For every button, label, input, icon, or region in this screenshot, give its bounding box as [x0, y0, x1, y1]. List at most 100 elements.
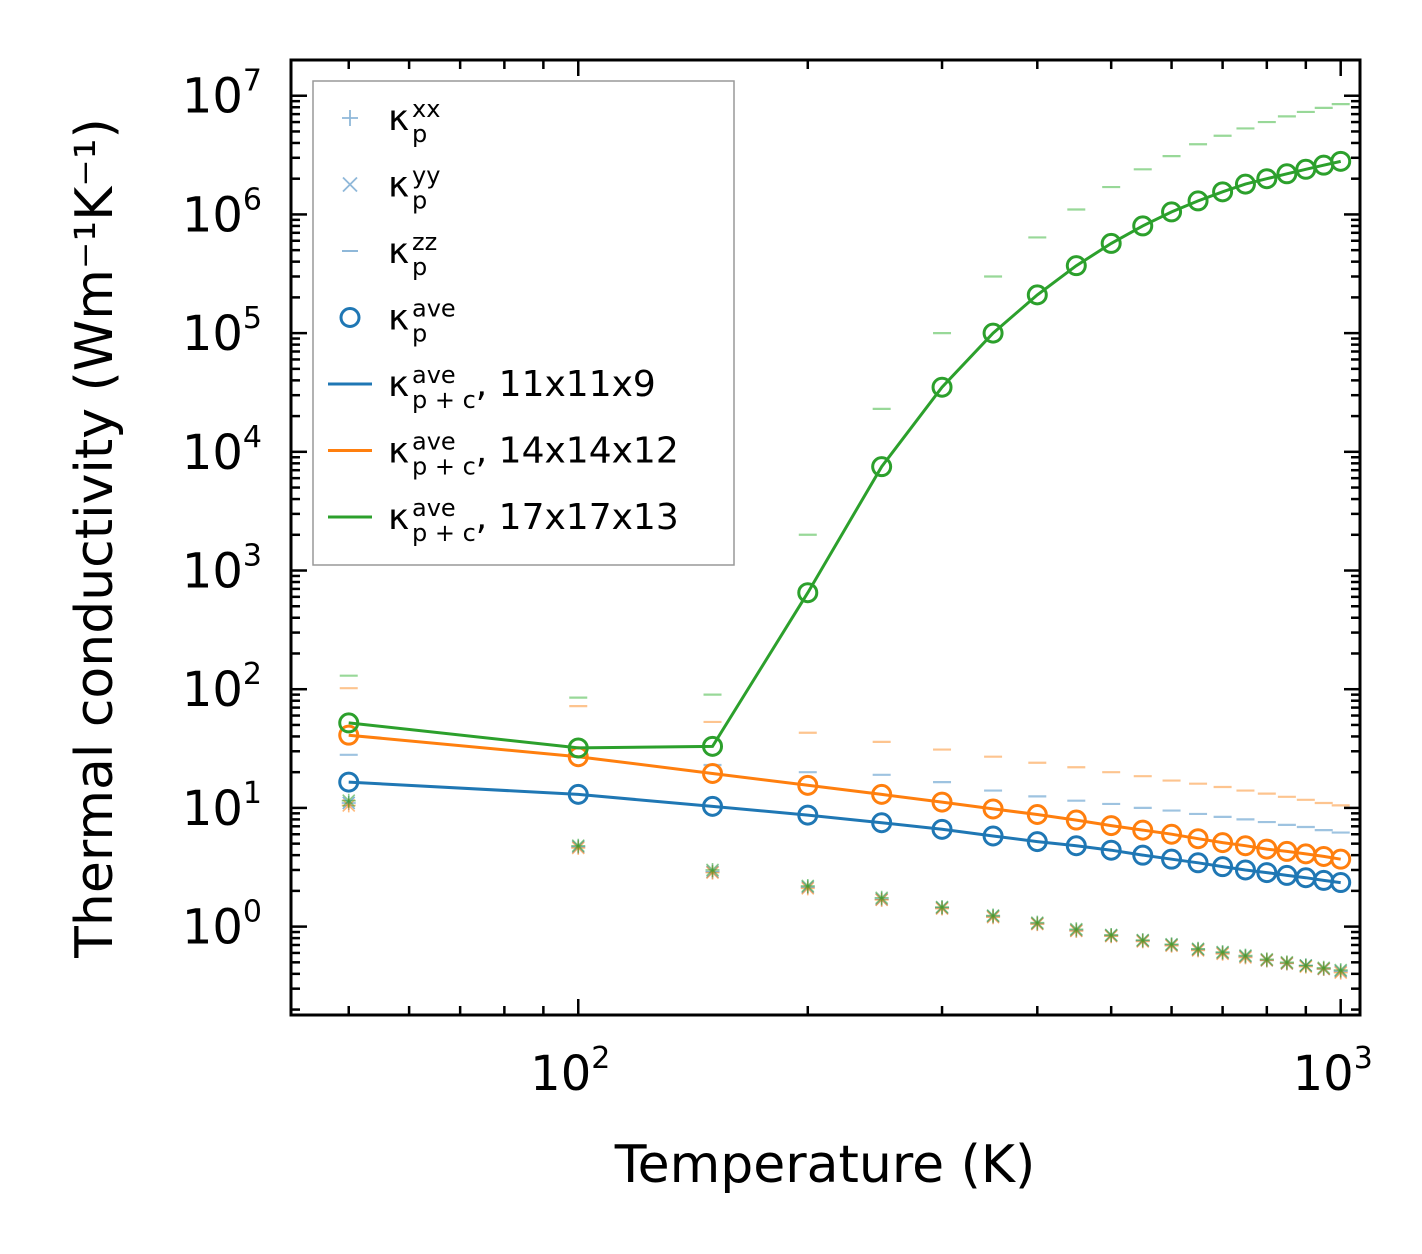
kave-point: [1276, 163, 1298, 185]
legend-superscript: ave: [412, 295, 456, 323]
kyy-point: [1136, 933, 1150, 947]
x-axis-label: Temperature (K): [614, 1135, 1036, 1195]
legend-label: κ: [388, 364, 409, 405]
kave-point: [1330, 872, 1352, 894]
y-tick-label: 102: [182, 657, 262, 718]
kyy-point: [1238, 949, 1253, 963]
kave-point: [1212, 832, 1234, 854]
kave-point: [338, 712, 360, 734]
y-tick-label: 100: [182, 895, 262, 956]
kave-point: [1026, 284, 1048, 306]
legend-circle-marker: [339, 307, 361, 328]
kave-point: [338, 771, 360, 793]
legend-label: κ: [388, 98, 409, 139]
legend-grid-label: , 11x11x9: [476, 364, 656, 405]
y-tick-label: 107: [182, 64, 262, 125]
tick-labels: 102 103 100 101 102 103 104 105 106 107: [182, 64, 1373, 1102]
kyy-point: [801, 879, 815, 893]
legend-entry: κ yyp: [342, 162, 440, 215]
kave-point: [567, 737, 589, 759]
legend-entry: κ zzp: [342, 228, 437, 281]
kyy-point: [342, 794, 356, 808]
legend-entry: κ xxp: [342, 95, 440, 148]
kave-point: [931, 818, 953, 840]
kyy-point: [935, 900, 949, 914]
legend-label: κ: [388, 165, 409, 206]
legend-superscript: xx: [412, 95, 440, 123]
legend-subscript: p + c: [412, 453, 476, 481]
kpc-line: [348, 733, 1341, 861]
legend-superscript: ave: [412, 428, 456, 456]
kave-point: [871, 783, 893, 805]
kave-point: [1026, 803, 1048, 825]
y-tick-label: 105: [182, 301, 262, 362]
kave-point: [338, 724, 360, 746]
y-tick-label: 104: [182, 420, 262, 481]
kave-point: [1256, 168, 1278, 190]
kave-point: [1100, 815, 1122, 837]
kpc-line: [348, 159, 1342, 750]
series-11x11x9-ave: [338, 771, 1352, 894]
legend-label: κ: [388, 231, 409, 272]
kave-point: [1100, 839, 1122, 861]
x-tick-label: 103: [1293, 1041, 1373, 1102]
axes-frame: [289, 58, 1362, 1017]
kave-point: [1100, 232, 1122, 254]
kave-point: [1212, 181, 1234, 203]
kave-point: [1187, 852, 1209, 874]
kave-point: [1234, 835, 1256, 857]
series-17x17x13-ave: [338, 150, 1352, 759]
kave-point: [1065, 255, 1087, 277]
legend-plus-marker: [342, 110, 358, 126]
kyy-point: [1216, 945, 1230, 959]
kave-point: [982, 825, 1004, 847]
legend-subscript: p: [412, 253, 427, 281]
kave-point: [871, 456, 893, 478]
kyy-point: [1299, 958, 1313, 973]
kyy-point: [1104, 928, 1118, 942]
legend-subscript: p: [412, 187, 427, 215]
legend-superscript: yy: [412, 162, 440, 190]
kave-point: [1256, 838, 1278, 860]
kave-point: [1187, 190, 1209, 212]
legend-superscript: ave: [412, 361, 456, 389]
kyy-point: [1280, 955, 1294, 969]
plot-area: [338, 103, 1352, 980]
kave-point: [982, 322, 1004, 344]
kyy-point: [1069, 922, 1083, 936]
kave-point: [871, 812, 893, 834]
legend-grid-label: , 17x17x13: [476, 497, 679, 538]
kave-point: [1330, 150, 1352, 172]
kave-point: [1132, 819, 1154, 841]
kyy-point: [571, 839, 585, 853]
kave-point: [1161, 848, 1183, 870]
y-tick-label: 106: [182, 182, 262, 243]
kyy-point: [986, 908, 1000, 923]
legend-label: κ: [388, 431, 409, 472]
kyy-point: [1030, 916, 1044, 930]
kave-point: [1161, 823, 1183, 845]
kave-point: [1065, 809, 1087, 831]
legend-label: κ: [388, 497, 409, 538]
kyy-point: [1164, 937, 1179, 951]
kave-point: [1234, 173, 1256, 195]
y-axis-label: Thermal conductivity (Wm⁻¹K⁻¹): [65, 118, 125, 959]
y-tick-label: 103: [182, 539, 262, 600]
kave-point: [1212, 856, 1234, 878]
legend-subscript: p: [412, 120, 427, 148]
kave-point: [1256, 862, 1278, 884]
kyy-point: [1317, 961, 1331, 975]
kyy-point: [1191, 942, 1205, 956]
legend-cross-marker: [342, 176, 358, 193]
kave-point: [931, 376, 953, 398]
kave-point: [1065, 835, 1087, 857]
kave-point: [982, 798, 1004, 820]
legend-grid-label: , 14x14x12: [476, 431, 679, 472]
kave-point: [797, 774, 819, 796]
kave-point: [702, 735, 724, 757]
